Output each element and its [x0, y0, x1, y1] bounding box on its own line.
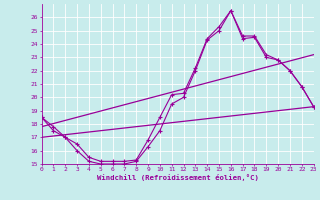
X-axis label: Windchill (Refroidissement éolien,°C): Windchill (Refroidissement éolien,°C)	[97, 174, 259, 181]
